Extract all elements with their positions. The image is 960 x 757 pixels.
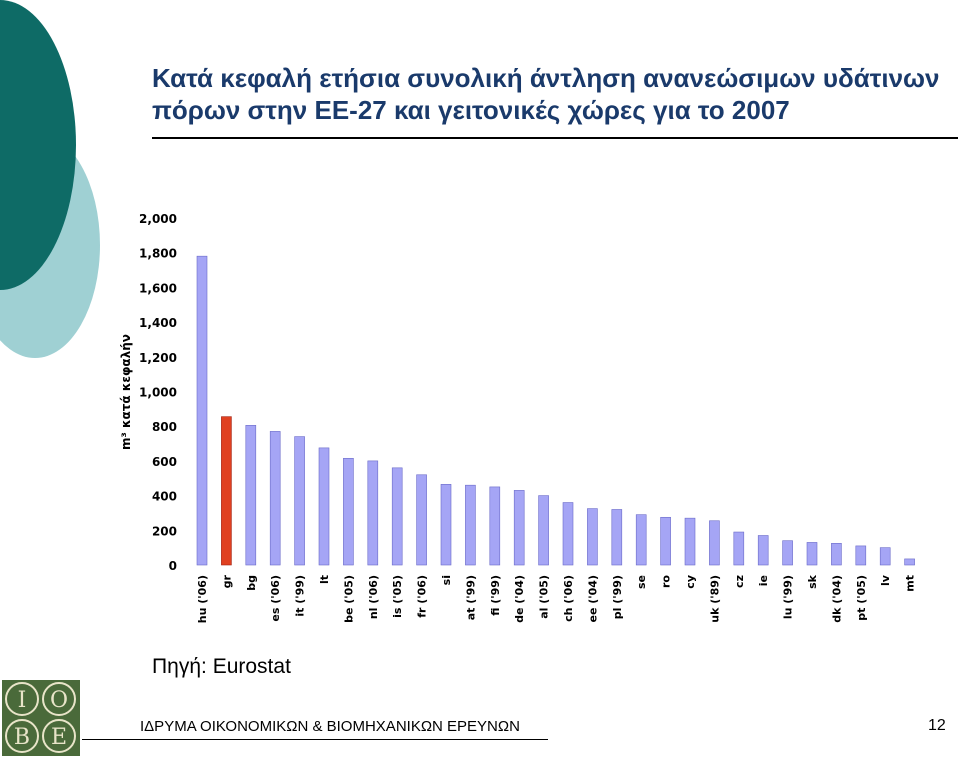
y-tick-label: 1,800	[139, 247, 177, 261]
y-tick-label: 400	[152, 490, 177, 504]
bar-ro	[660, 516, 671, 566]
y-tick-label: 200	[152, 524, 177, 538]
y-tick-label: 1,600	[139, 281, 177, 295]
x-tick-label: ch ('06)	[562, 575, 575, 622]
x-tick-label: sk	[806, 574, 819, 589]
y-tick-label: 1,000	[139, 386, 177, 400]
x-tick-label: fi ('99)	[489, 575, 502, 616]
x-tick-label: uk ('89)	[708, 575, 721, 623]
x-tick-label: ie	[757, 575, 770, 586]
bar-hu	[196, 255, 208, 566]
x-tick-label: bg	[245, 575, 258, 591]
x-tick-label: it ('99)	[294, 575, 307, 617]
bar-si	[440, 484, 452, 566]
x-tick-label: pl ('99)	[611, 575, 624, 619]
slide-title: Κατά κεφαλή ετήσια συνολική άντληση αναν…	[152, 62, 952, 126]
bar-al	[538, 495, 549, 566]
bar-chart: m³ κατά κεφαλήν 0 200 400 600 800 1,000 1,200 1…	[119, 212, 917, 623]
x-tick-label: fr ('06)	[416, 575, 429, 618]
bar-is	[391, 467, 403, 566]
x-tick-label: lv	[879, 574, 892, 586]
bar-ee	[587, 508, 598, 566]
x-tick-label: hu ('06)	[196, 575, 209, 623]
bar-cy	[684, 517, 696, 566]
footer-underline	[82, 739, 548, 740]
bar-nl	[367, 460, 379, 566]
y-tick-label: 1,400	[139, 316, 177, 330]
x-tick-label: lu ('99)	[782, 575, 795, 619]
title-underline	[152, 137, 958, 139]
bar-it	[294, 436, 305, 566]
x-tick-label: de ('04)	[513, 575, 526, 623]
x-tick-label: nl ('06)	[367, 575, 380, 619]
bar-lu	[782, 540, 793, 566]
x-tick-label: at ('99)	[464, 575, 477, 620]
decorative-circles	[0, 0, 100, 358]
footer-organization: ΙΔΡΥΜΑ ΟΙΚΟΝΟΜΙΚΩΝ & ΒΙΟΜΗΧΑΝΙΚΩΝ ΕΡΕΥΝΩ…	[140, 718, 520, 735]
bar-dk	[831, 543, 842, 566]
x-tick-label: cz	[733, 575, 746, 588]
bar-at	[465, 484, 476, 566]
logo-letter-2: Ο	[50, 688, 68, 713]
x-tick-label: al ('05)	[538, 575, 551, 619]
y-axis-label: m³ κατά κεφαλήν	[119, 334, 133, 450]
bar-gr	[221, 416, 232, 566]
page-number: 12	[928, 717, 946, 734]
source-note: Πηγή: Eurostat	[152, 655, 291, 678]
x-tick-label: es ('06)	[269, 575, 282, 622]
bar-sk	[806, 542, 818, 566]
bar-es	[269, 431, 281, 566]
bar-be	[343, 457, 354, 566]
bar-lt	[318, 447, 330, 566]
bar-ch	[562, 502, 574, 566]
y-tick-label: 600	[152, 455, 177, 469]
y-tick-label: 2,000	[139, 212, 177, 226]
x-tick-label: cy	[684, 575, 697, 589]
x-tick-label: be ('05)	[342, 575, 355, 623]
bar-fr	[416, 474, 427, 566]
title-line-2: πόρων στην ΕΕ-27 και γειτονικές χώρες γι…	[152, 95, 790, 125]
bar-cz	[733, 531, 745, 566]
bar-fi	[489, 486, 501, 566]
x-tick-label: is ('05)	[391, 575, 404, 618]
x-tick-label: se	[635, 575, 648, 589]
iobe-logo: Ι Ο Β Ε	[2, 680, 80, 756]
bar-bg	[245, 425, 257, 566]
x-tick-label: ee ('04)	[586, 575, 599, 622]
bar-ie	[757, 535, 769, 566]
x-tick-label: lt	[318, 575, 331, 584]
bar-lv	[879, 547, 891, 566]
bar-se	[635, 514, 647, 566]
bar-pt	[855, 545, 867, 566]
bar-de	[513, 490, 525, 566]
bar-pl	[611, 509, 623, 566]
x-tick-label: gr	[220, 574, 233, 588]
logo-letter-3: Β	[14, 725, 30, 750]
x-tick-label: pt ('05)	[855, 575, 868, 621]
y-tick-label: 800	[152, 420, 177, 434]
y-tick-label: 0	[169, 559, 177, 573]
x-tick-label: ro	[660, 575, 673, 588]
x-tick-label: mt	[904, 575, 917, 592]
x-tick-label: si	[440, 575, 453, 585]
bar-mt	[904, 558, 915, 566]
x-tick-label: dk ('04)	[830, 575, 843, 623]
y-tick-label: 1,200	[139, 351, 177, 365]
logo-letter-4: Ε	[51, 725, 67, 750]
title-line-1: Κατά κεφαλή ετήσια συνολική άντληση αναν…	[152, 63, 940, 93]
dark-teal-circle	[0, 0, 76, 290]
bar-uk	[709, 520, 720, 566]
logo-letter-1: Ι	[18, 688, 27, 713]
